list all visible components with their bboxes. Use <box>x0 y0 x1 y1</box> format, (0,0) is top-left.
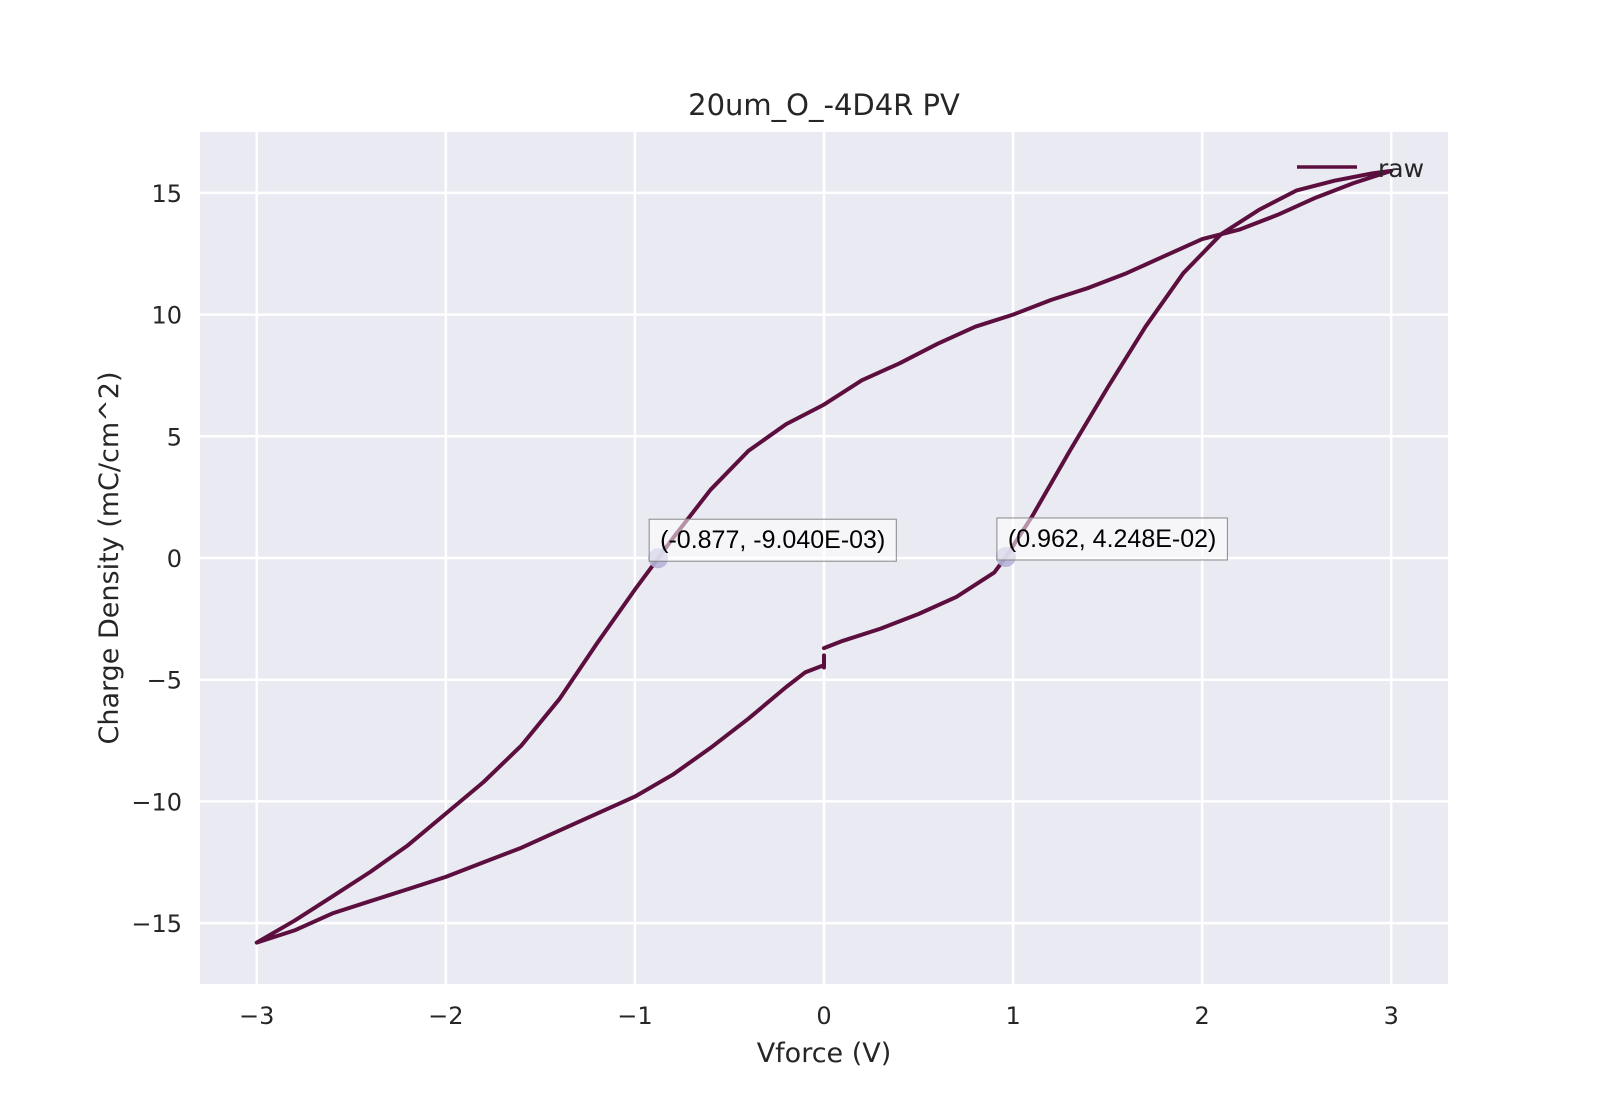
marker-annotation: (-0.877, -9.040E-03) <box>660 526 885 554</box>
marker-annotation-box <box>648 518 897 562</box>
marker-annotation: (0.962, 4.248E-02) <box>1008 525 1216 553</box>
x-tick-label: 3 <box>1384 1002 1399 1030</box>
legend-label-raw: raw <box>1378 154 1424 183</box>
x-tick-label: −1 <box>617 1002 652 1030</box>
marker-annotation-box <box>996 517 1228 561</box>
x-tick-label: 2 <box>1195 1002 1210 1030</box>
y-tick-label: −15 <box>131 910 182 938</box>
x-axis-label: Vforce (V) <box>757 1038 892 1069</box>
legend: raw <box>1297 154 1424 183</box>
y-tick-label: 5 <box>167 423 182 451</box>
chart-title: 20um_O_-4D4R PV <box>688 88 960 122</box>
y-tick-label: −5 <box>147 667 182 695</box>
marker-layer: (-0.877, -9.040E-03) (0.962, 4.248E-02) <box>648 517 1228 569</box>
x-tick-label: 1 <box>1005 1002 1020 1030</box>
y-tick-label: −10 <box>131 788 182 816</box>
x-tick-label: −3 <box>239 1002 274 1030</box>
series-line-raw <box>254 168 1394 945</box>
series-layer <box>254 168 1394 945</box>
y-axis-label: Charge Density (mC/cm^2) <box>94 372 125 745</box>
y-tick-label: 15 <box>151 180 182 208</box>
x-tick-label: −2 <box>428 1002 463 1030</box>
y-tick-label: 0 <box>167 545 182 573</box>
y-tick-label: 10 <box>151 302 182 330</box>
x-tick-label: 0 <box>816 1002 831 1030</box>
